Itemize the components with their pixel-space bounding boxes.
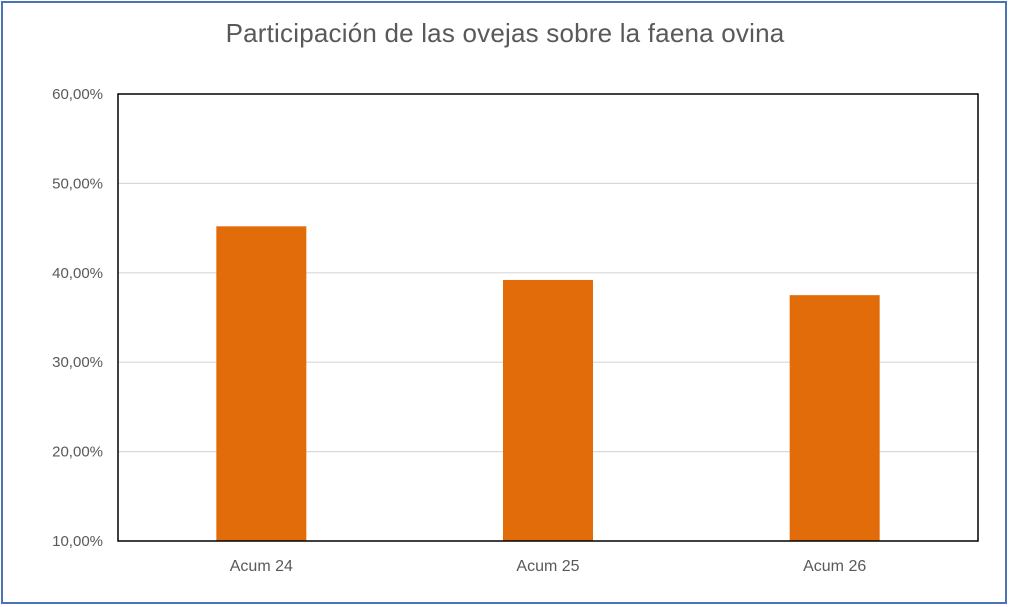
y-tick-label: 50,00% xyxy=(52,175,103,192)
y-tick-label: 40,00% xyxy=(52,265,103,282)
x-tick-label: Acum 25 xyxy=(516,558,579,575)
bar-acum-25 xyxy=(503,279,593,541)
x-tick-label: Acum 24 xyxy=(230,558,293,575)
y-tick-label: 30,00% xyxy=(52,354,103,371)
x-axis: Acum 24 Acum 25 Acum 26 xyxy=(230,558,867,575)
bar-acum-26 xyxy=(789,295,880,541)
y-tick-label: 10,00% xyxy=(52,533,103,550)
bar-acum-24 xyxy=(216,226,307,541)
y-axis: 10,00% 20,00% 30,00% 40,00% 50,00% 60,00% xyxy=(52,86,103,550)
y-tick-label: 20,00% xyxy=(52,444,103,461)
plot-border xyxy=(117,93,979,542)
chart-title: Participación de las ovejas sobre la fae… xyxy=(225,18,785,48)
x-tick-label: Acum 26 xyxy=(803,558,866,575)
y-tick-label: 60,00% xyxy=(52,86,103,103)
bars xyxy=(216,226,880,541)
